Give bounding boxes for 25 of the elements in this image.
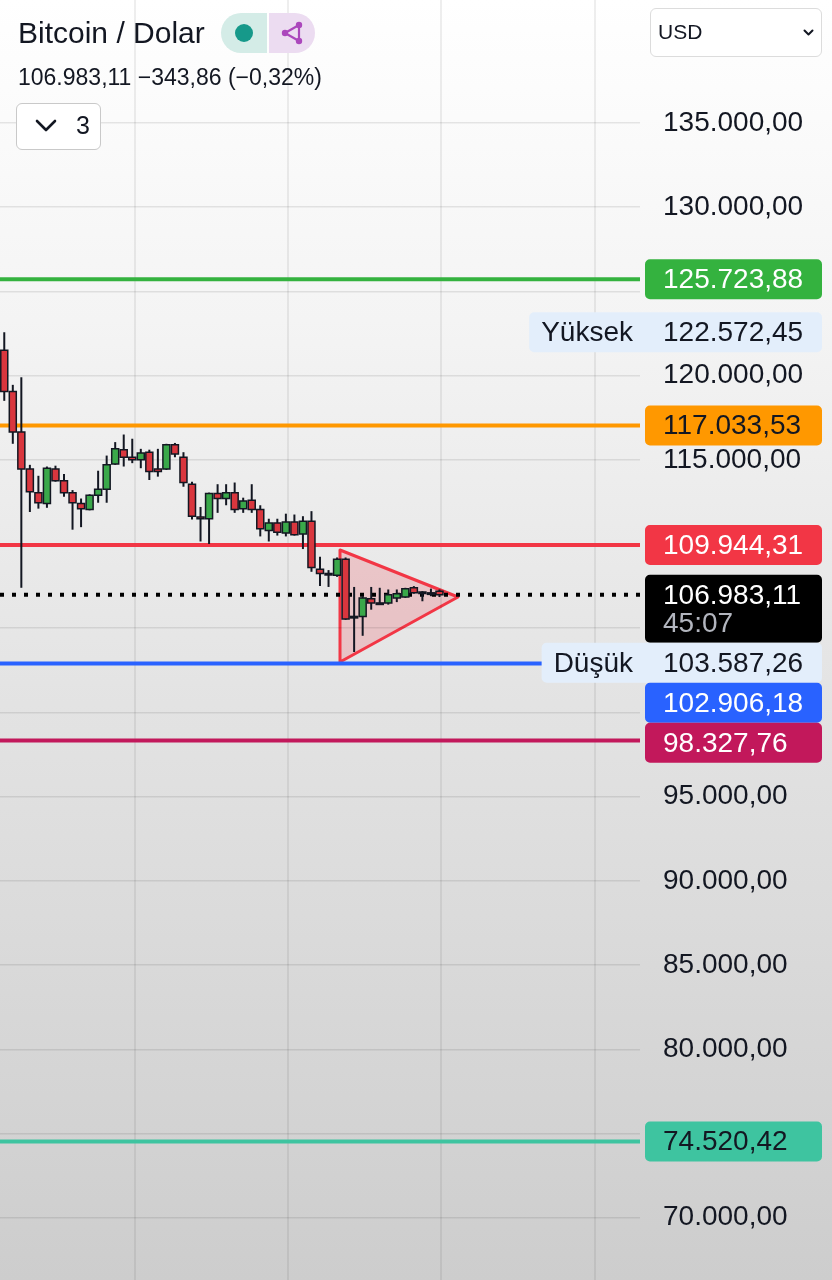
ref-line-label: 117.033,53 — [663, 409, 802, 441]
text: Bitcoin / Dolar — [18, 15, 205, 51]
y-tick-label: 95.000,00 — [663, 779, 788, 811]
text: 122.572,45 — [663, 315, 804, 347]
text: USD — [658, 19, 703, 45]
annotation: Yüksek — [541, 315, 634, 347]
y-tick-label: 90.000,00 — [663, 863, 788, 895]
y-tick-label: 130.000,00 — [663, 189, 804, 221]
ref-line-label: 125.723,88 — [663, 262, 804, 294]
y-tick-label: 120.000,00 — [663, 358, 804, 390]
text: 106.983,11 −343,86 (−0,32%) — [18, 63, 322, 92]
y-tick-label: 70.000,00 — [663, 1200, 788, 1232]
ref-line-label: 98.327,76 — [663, 726, 788, 758]
text: 103.587,26 — [663, 646, 804, 678]
annotation: Düşük — [553, 646, 634, 678]
expand-button[interactable] — [16, 103, 101, 150]
y-tick-label: 80.000,00 — [663, 1031, 788, 1063]
ref-line-label: 109.944,31 — [663, 528, 804, 560]
y-tick-label: 135.000,00 — [663, 105, 804, 137]
annotation: 3 — [76, 110, 90, 141]
currency-select[interactable] — [650, 8, 822, 57]
y-tick-label: 85.000,00 — [663, 947, 788, 979]
y-tick-label: 115.000,00 — [663, 442, 802, 474]
ref-line-label: 74.520,42 — [663, 1125, 788, 1157]
ref-line-label: 102.906,18 — [663, 686, 804, 718]
